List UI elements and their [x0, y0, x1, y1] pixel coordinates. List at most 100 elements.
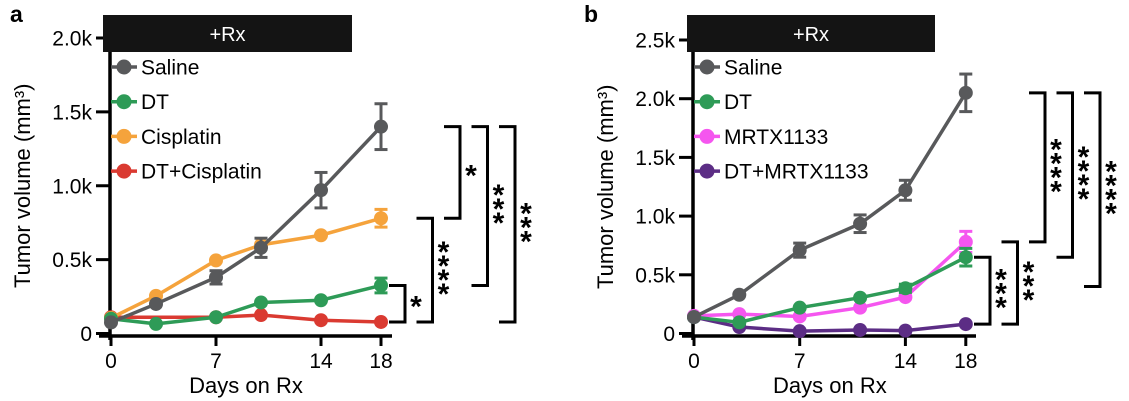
significance-label-star: * — [1023, 256, 1035, 289]
legend-item-DT+Cisplatin: DT+Cisplatin — [111, 161, 262, 184]
series-line — [693, 255, 967, 325]
x-tick-label: 7 — [210, 350, 222, 373]
data-point — [853, 290, 868, 305]
data-point — [958, 317, 973, 332]
legend-item-Saline: Saline — [111, 57, 199, 80]
legend-label: DT — [141, 91, 169, 114]
legend-item-DT: DT — [694, 91, 752, 114]
bracket-line — [471, 125, 489, 287]
data-point — [374, 278, 388, 293]
significance-label-star: * — [493, 207, 505, 240]
data-point — [958, 234, 973, 249]
x-tick-label: 14 — [894, 350, 918, 373]
significance-bracket-Saline-vs-DT+Cisplatin: *** — [499, 125, 532, 324]
legend-marker-dot — [116, 128, 132, 144]
bracket-line — [974, 255, 992, 326]
treatment-bar-label: +Rx — [793, 24, 829, 46]
significance-label-star: * — [520, 225, 532, 258]
legend-marker-dot — [116, 163, 132, 179]
series-line — [693, 315, 966, 333]
significance-label-star: * — [995, 278, 1007, 311]
significance-label-star: * — [1050, 133, 1062, 166]
data-point — [898, 183, 913, 198]
panel-a: 0 0.5k 1.0k 1.5k 2.0k 0 7 14 18 +Rx Days on Rx Tumo… — [10, 15, 532, 398]
y-tick-label: 1.0k — [52, 175, 92, 198]
significance-label-star: * — [438, 278, 450, 311]
x-tick-label: 18 — [954, 350, 977, 373]
data-point — [958, 85, 973, 100]
treatment-bar — [687, 15, 935, 52]
bracket-line — [1001, 240, 1019, 326]
y-tick-label: 1.5k — [52, 101, 92, 124]
data-point — [374, 119, 388, 134]
legend-label: DT+MRTX1133 — [724, 161, 869, 184]
series-DT — [104, 276, 388, 331]
bracket-line — [416, 216, 434, 324]
series-Saline — [104, 102, 388, 330]
series-line — [110, 216, 382, 320]
y-axis-label: Tumor volume (mm³) — [10, 83, 35, 288]
x-tick-label: 7 — [794, 350, 806, 373]
series-line — [693, 91, 968, 319]
data-point — [792, 243, 807, 258]
y-tick-label: 0.5k — [52, 249, 92, 272]
significance-label-star: * — [1023, 284, 1035, 317]
data-point — [853, 216, 868, 231]
series-DT — [687, 246, 973, 330]
significance-bracket-Saline-vs-Cisplatin: * — [444, 125, 477, 220]
data-point — [149, 316, 163, 331]
legend-item-DT: DT — [111, 91, 169, 114]
series-line — [693, 240, 967, 319]
bracket-line — [1029, 91, 1047, 244]
significance-label-star: * — [493, 179, 505, 212]
significance-label-star: * — [1078, 141, 1090, 174]
x-tick-label: 14 — [309, 350, 333, 373]
x-tick-label: 0 — [105, 350, 117, 373]
data-point — [792, 300, 807, 315]
legend-marker-dot — [699, 94, 715, 110]
data-point — [209, 270, 223, 285]
legend-label: DT — [724, 91, 752, 114]
significance-label-star: * — [995, 292, 1007, 325]
legend-item-DT+MRTX1133: DT+MRTX1133 — [694, 161, 869, 184]
significance-bracket-Saline-vs-DT+MRTX1133: **** — [1084, 91, 1117, 289]
data-point — [149, 296, 163, 311]
significance-label-star: * — [1078, 155, 1090, 188]
y-tick-label: 1.5k — [635, 147, 675, 170]
significance-bracket-Saline-vs-MRTX1133: **** — [1029, 91, 1062, 244]
data-point — [314, 228, 328, 243]
data-point — [254, 308, 268, 323]
data-point — [209, 310, 223, 325]
series-DT+Cisplatin — [104, 308, 388, 329]
data-point — [898, 323, 913, 338]
data-point — [958, 250, 973, 265]
y-tick-label: 2.5k — [635, 30, 675, 53]
significance-label-star: * — [1078, 183, 1090, 216]
y-tick-label: 0 — [80, 323, 92, 346]
panel-b: 0 0.5k 1.0k 1.5k 2.0k 2.5k 0 7 14 18 +Rx Days on Rx… — [593, 15, 1117, 398]
y-axis-label: Tumor volume (mm³) — [593, 84, 618, 289]
significance-label-star: * — [1105, 184, 1117, 217]
data-point — [314, 313, 328, 328]
series-line — [110, 283, 382, 326]
bracket-line — [389, 283, 407, 324]
legend-label: DT+Cisplatin — [141, 161, 262, 184]
data-point — [732, 287, 747, 302]
data-point — [104, 315, 118, 330]
significance-label-star: * — [520, 197, 532, 230]
significance-bracket-DT-vs-DT+MRTX1133: *** — [974, 255, 1007, 326]
y-tick-label: 2.0k — [635, 88, 675, 111]
treatment-bar — [103, 15, 352, 52]
bracket-line — [499, 125, 517, 324]
significance-label-star: * — [520, 211, 532, 244]
significance-label-star: * — [1105, 198, 1117, 231]
data-point — [687, 310, 701, 325]
significance-bracket-MRTX1133-vs-DT+MRTX1133: *** — [1001, 240, 1035, 326]
x-tick-label: 0 — [688, 350, 700, 373]
treatment-bar-label: +Rx — [209, 24, 245, 46]
data-point — [792, 324, 807, 339]
legend-item-Cisplatin: Cisplatin — [111, 126, 222, 149]
legend-marker-dot — [116, 59, 132, 75]
series-line — [110, 125, 383, 325]
